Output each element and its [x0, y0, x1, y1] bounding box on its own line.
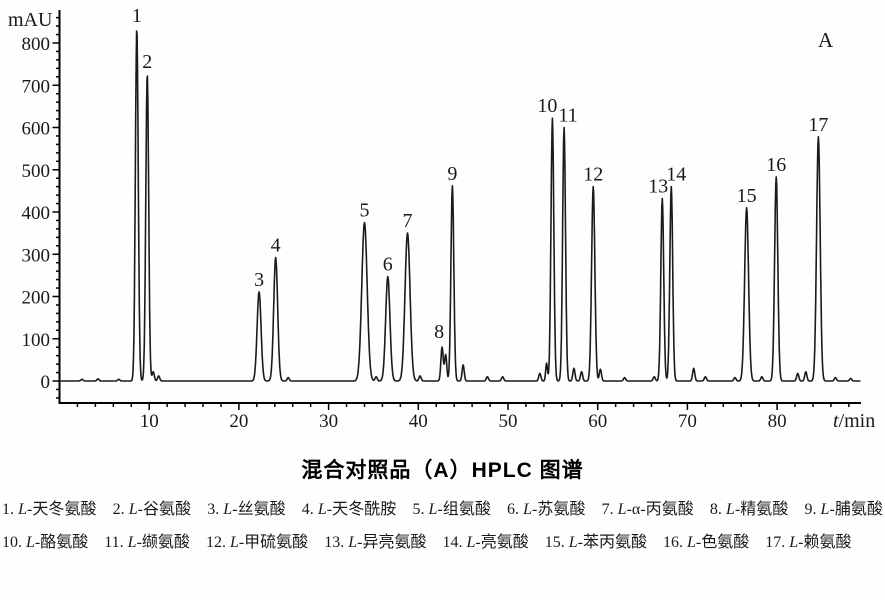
peak-label-1: 1 [132, 5, 142, 27]
legend-item-4: 4. L-天冬酰胺 [301, 501, 397, 518]
chromatogram-plot: 0 100 200 300 400 500 600 700 800 10 20 30 40 50 60 70 8… [8, 5, 875, 432]
y-tick-label: 600 [22, 119, 51, 140]
y-tick-label: 300 [22, 245, 51, 266]
legend-item-14: 14. L-亮氨酸 [442, 533, 529, 551]
peak-label-17: 17 [808, 114, 828, 136]
legend-item-17: 17. L-赖氨酸 [765, 533, 852, 551]
legend: 1. L-天冬氨酸 2. L-谷氨酸 3. L-丝氨酸 4. L-天冬酰胺 5.… [2, 494, 883, 559]
peak-label-6: 6 [383, 254, 393, 276]
y-tick-label: 700 [22, 76, 51, 97]
x-tick-label: 40 [409, 411, 428, 432]
y-tick-label: 400 [22, 203, 51, 224]
legend-item-1: 1. L-天冬氨酸 [2, 501, 97, 518]
x-tick-label: 50 [499, 411, 518, 432]
legend-item-6: 6. L-苏氨酸 [507, 501, 586, 518]
y-tick-label: 100 [22, 330, 51, 351]
peak-label-3: 3 [254, 269, 264, 291]
legend-item-8: 8. L-精氨酸 [709, 501, 789, 518]
y-tick-label: 200 [22, 288, 51, 309]
legend-item-3: 3. L-丝氨酸 [207, 501, 286, 518]
y-tick-label: 0 [41, 372, 51, 393]
peak-label-5: 5 [359, 200, 369, 222]
peak-label-9: 9 [447, 163, 457, 185]
peak-label-14: 14 [666, 164, 686, 186]
y-axis-unit-label: mAU [8, 9, 53, 31]
x-tick-label: 20 [229, 411, 248, 432]
x-tick-label: 10 [140, 411, 159, 432]
figure-caption: 混合对照品（A）HPLC 图谱 [301, 459, 584, 482]
peak-label-12: 12 [583, 164, 603, 186]
chromatogram-trace [59, 30, 861, 382]
y-tick-label: 500 [22, 161, 51, 182]
legend-item-12: 12. L-甲硫氨酸 [205, 533, 309, 551]
legend-item-15: 15. L-苯丙氨酸 [544, 533, 647, 551]
peak-label-13: 13 [648, 175, 668, 197]
x-tick-label: 80 [768, 411, 787, 432]
legend-item-16: 16. L-色氨酸 [663, 533, 750, 551]
x-tick-label: 30 [319, 411, 338, 432]
x-tick-label: 60 [588, 411, 607, 432]
legend-item-10: 10. L-酪氨酸 [2, 533, 89, 551]
peak-label-11: 11 [558, 105, 577, 127]
legend-item-11: 11. L-缬氨酸 [104, 533, 190, 551]
y-tick-label: 800 [22, 34, 51, 55]
panel-label: A [818, 28, 834, 52]
x-axis-unit-label: t/min [833, 410, 875, 432]
peak-label-8: 8 [434, 321, 444, 343]
legend-item-2: 2. L-谷氨酸 [112, 501, 192, 518]
peak-label-15: 15 [737, 185, 757, 207]
peak-label-10: 10 [537, 95, 557, 117]
chromatogram-panel: 0 100 200 300 400 500 600 700 800 10 20 30 40 50 60 70 8… [8, 5, 875, 432]
peak-label-16: 16 [766, 154, 786, 176]
x-tick-label: 70 [678, 411, 697, 432]
peak-label-4: 4 [271, 235, 281, 257]
peak-label-2: 2 [142, 51, 152, 73]
legend-item-7: 7. L-α-丙氨酸 [601, 501, 694, 518]
legend-item-13: 13. L-异亮氨酸 [324, 533, 427, 551]
legend-item-9: 9. L-脯氨酸 [804, 501, 883, 518]
legend-item-5: 5. L-组氨酸 [412, 501, 491, 518]
peak-label-7: 7 [403, 210, 413, 232]
